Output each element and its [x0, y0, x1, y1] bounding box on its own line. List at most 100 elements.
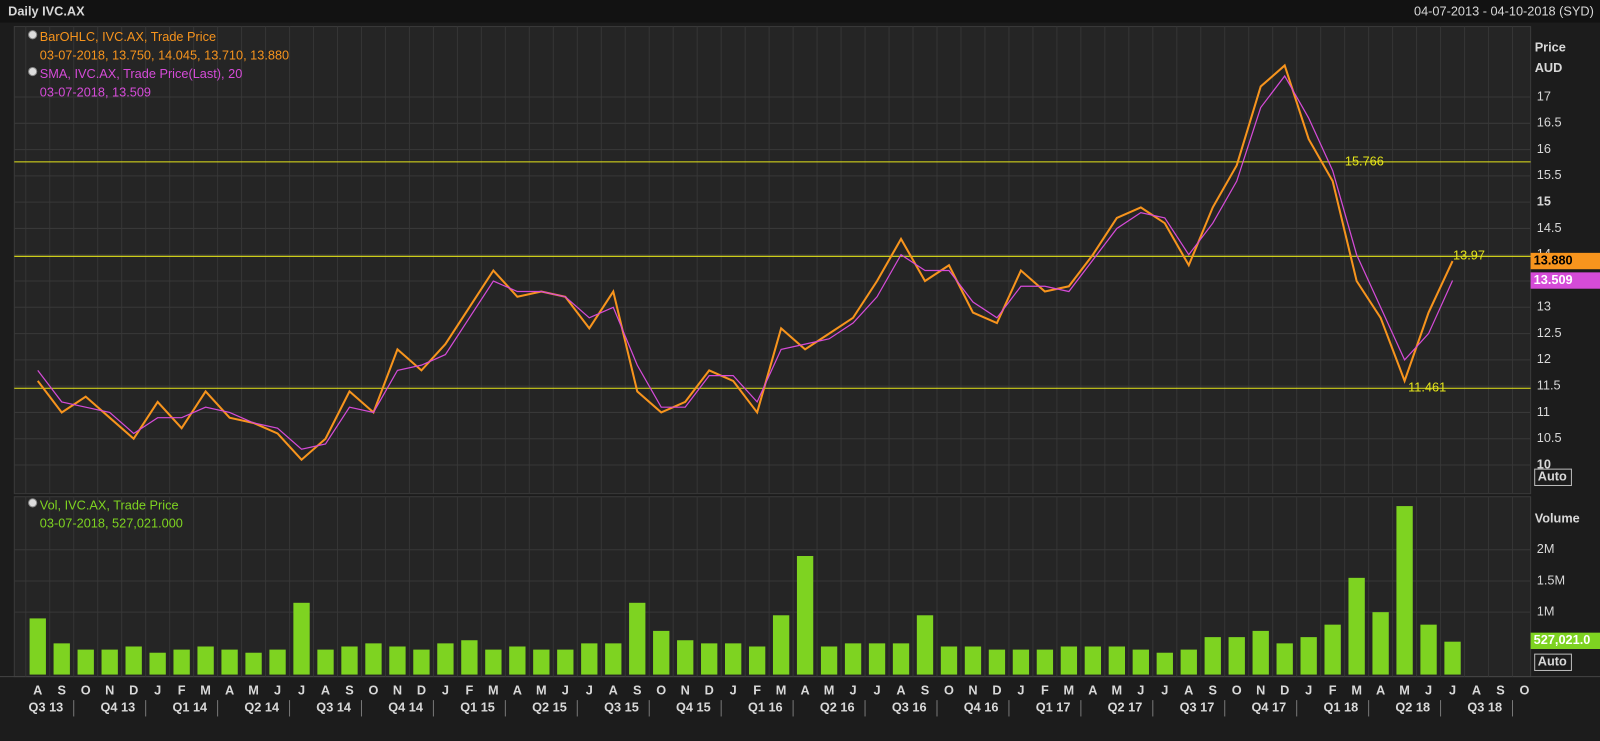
quarter-label: Q3 15: [604, 700, 639, 715]
x-tick-label: J: [1449, 682, 1456, 697]
volume-bar: [509, 646, 526, 675]
y-tick-label: 1.5M: [1537, 572, 1565, 587]
volume-bar: [988, 649, 1006, 675]
volume-bar: [964, 646, 982, 675]
volume-bar: [1204, 637, 1221, 675]
volume-bar: [53, 643, 70, 675]
x-tick-label: A: [1376, 682, 1385, 697]
volume-bar: [1324, 624, 1341, 675]
x-tick-label: O: [369, 682, 379, 697]
legend-icon: [28, 66, 38, 77]
quarter-label: Q1 17: [1036, 700, 1071, 715]
volume-bar: [341, 646, 358, 675]
y-tick-label: 1M: [1537, 604, 1555, 619]
x-tick-label: A: [1088, 682, 1097, 697]
volume-bar: [101, 649, 118, 675]
scale-button[interactable]: [1534, 468, 1572, 486]
x-tick-label: J: [562, 682, 569, 697]
quarter-label: Q2 18: [1395, 700, 1430, 715]
x-tick-label: S: [57, 682, 66, 697]
x-tick-label: A: [1472, 682, 1481, 697]
volume-bar: [413, 649, 430, 675]
volume-bar: [820, 646, 838, 675]
legend-icon: [28, 498, 38, 508]
scale-button-label[interactable]: Auto: [1538, 469, 1567, 484]
x-tick-label: A: [1184, 682, 1193, 697]
y-tick-label: 14.5: [1537, 220, 1562, 235]
volume-bar: [197, 646, 214, 675]
quarter-label: Q4 15: [676, 700, 711, 715]
x-tick-label: J: [586, 682, 593, 697]
x-tick-label: J: [442, 682, 449, 697]
scale-button[interactable]: [1534, 653, 1572, 671]
y-tick-label: 15: [1537, 194, 1551, 209]
volume-bar: [677, 640, 694, 675]
volume-bar: [892, 643, 910, 675]
x-tick-label: J: [850, 682, 857, 697]
volume-bar: [653, 630, 670, 675]
x-tick-label: S: [345, 682, 354, 697]
volume-bar: [1036, 649, 1054, 675]
volume-bar: [77, 649, 94, 675]
x-tick-label: M: [1112, 682, 1123, 697]
x-tick-label: F: [753, 682, 761, 697]
volume-bar: [317, 649, 334, 675]
volume-bar: [581, 643, 598, 675]
x-tick-label: D: [1280, 682, 1289, 697]
volume-bar: [1108, 646, 1125, 675]
header-bar: [0, 0, 1600, 23]
x-tick-label: O: [81, 682, 91, 697]
x-tick-label: A: [321, 682, 330, 697]
x-tick-label: M: [776, 682, 787, 697]
last-value-label: 13.509: [1534, 272, 1573, 287]
volume-bar: [125, 646, 142, 675]
y-tick-label: 12: [1537, 351, 1551, 366]
series-line: [36, 63, 1454, 462]
legend-name: BarOHLC, IVC.AX, Trade Price: [40, 29, 216, 44]
x-tick-label: D: [992, 682, 1001, 697]
volume-bar: [1132, 649, 1149, 675]
quarter-label: Q3 17: [1180, 700, 1215, 715]
x-tick-label: N: [105, 682, 114, 697]
x-tick-label: O: [656, 682, 666, 697]
x-tick-label: A: [33, 682, 42, 697]
x-tick-label: J: [154, 682, 161, 697]
volume-bar: [389, 646, 406, 675]
volume-bar: [1300, 637, 1317, 675]
quarter-label: Q3 14: [316, 700, 352, 715]
volume-bar: [485, 649, 502, 675]
x-tick-label: M: [1399, 682, 1410, 697]
x-tick-label: J: [1017, 682, 1024, 697]
x-tick-label: F: [178, 682, 186, 697]
quarter-label: Q3 13: [29, 700, 64, 715]
volume-bar: [29, 618, 46, 675]
x-tick-label: O: [1232, 682, 1242, 697]
x-tick-label: F: [465, 682, 473, 697]
last-value-box: [1530, 252, 1600, 270]
x-tick-label: F: [1041, 682, 1049, 697]
x-tick-label: M: [1064, 682, 1075, 697]
scale-button-label[interactable]: Auto: [1538, 654, 1567, 669]
volume-bar: [1252, 630, 1269, 675]
y-tick-label: 13: [1537, 299, 1551, 314]
quarter-label: Q4 14: [388, 700, 424, 715]
volume-bar: [461, 640, 478, 675]
series-line: [37, 74, 1454, 450]
y-tick-label: 16: [1537, 141, 1551, 156]
x-tick-label: D: [129, 682, 138, 697]
x-tick-label: J: [1161, 682, 1168, 697]
volume-bar: [796, 556, 814, 675]
x-tick-label: S: [1496, 682, 1505, 697]
quarter-label: Q2 14: [244, 700, 280, 715]
quarter-label: Q1 14: [172, 700, 208, 715]
volume-bar: [245, 652, 262, 675]
y-axis-label: Price: [1535, 39, 1566, 54]
last-value-label: 13.880: [1534, 252, 1573, 267]
x-tick-label: O: [944, 682, 954, 697]
x-tick-label: J: [1425, 682, 1432, 697]
y-tick-label: 10: [1537, 456, 1551, 471]
x-tick-label: M: [1351, 682, 1362, 697]
last-value-box: [1530, 632, 1600, 650]
quarter-label: Q1 18: [1323, 700, 1358, 715]
